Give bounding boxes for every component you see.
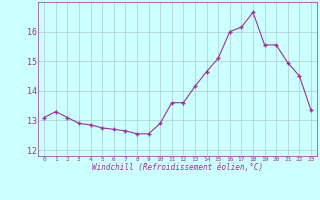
X-axis label: Windchill (Refroidissement éolien,°C): Windchill (Refroidissement éolien,°C) — [92, 163, 263, 172]
